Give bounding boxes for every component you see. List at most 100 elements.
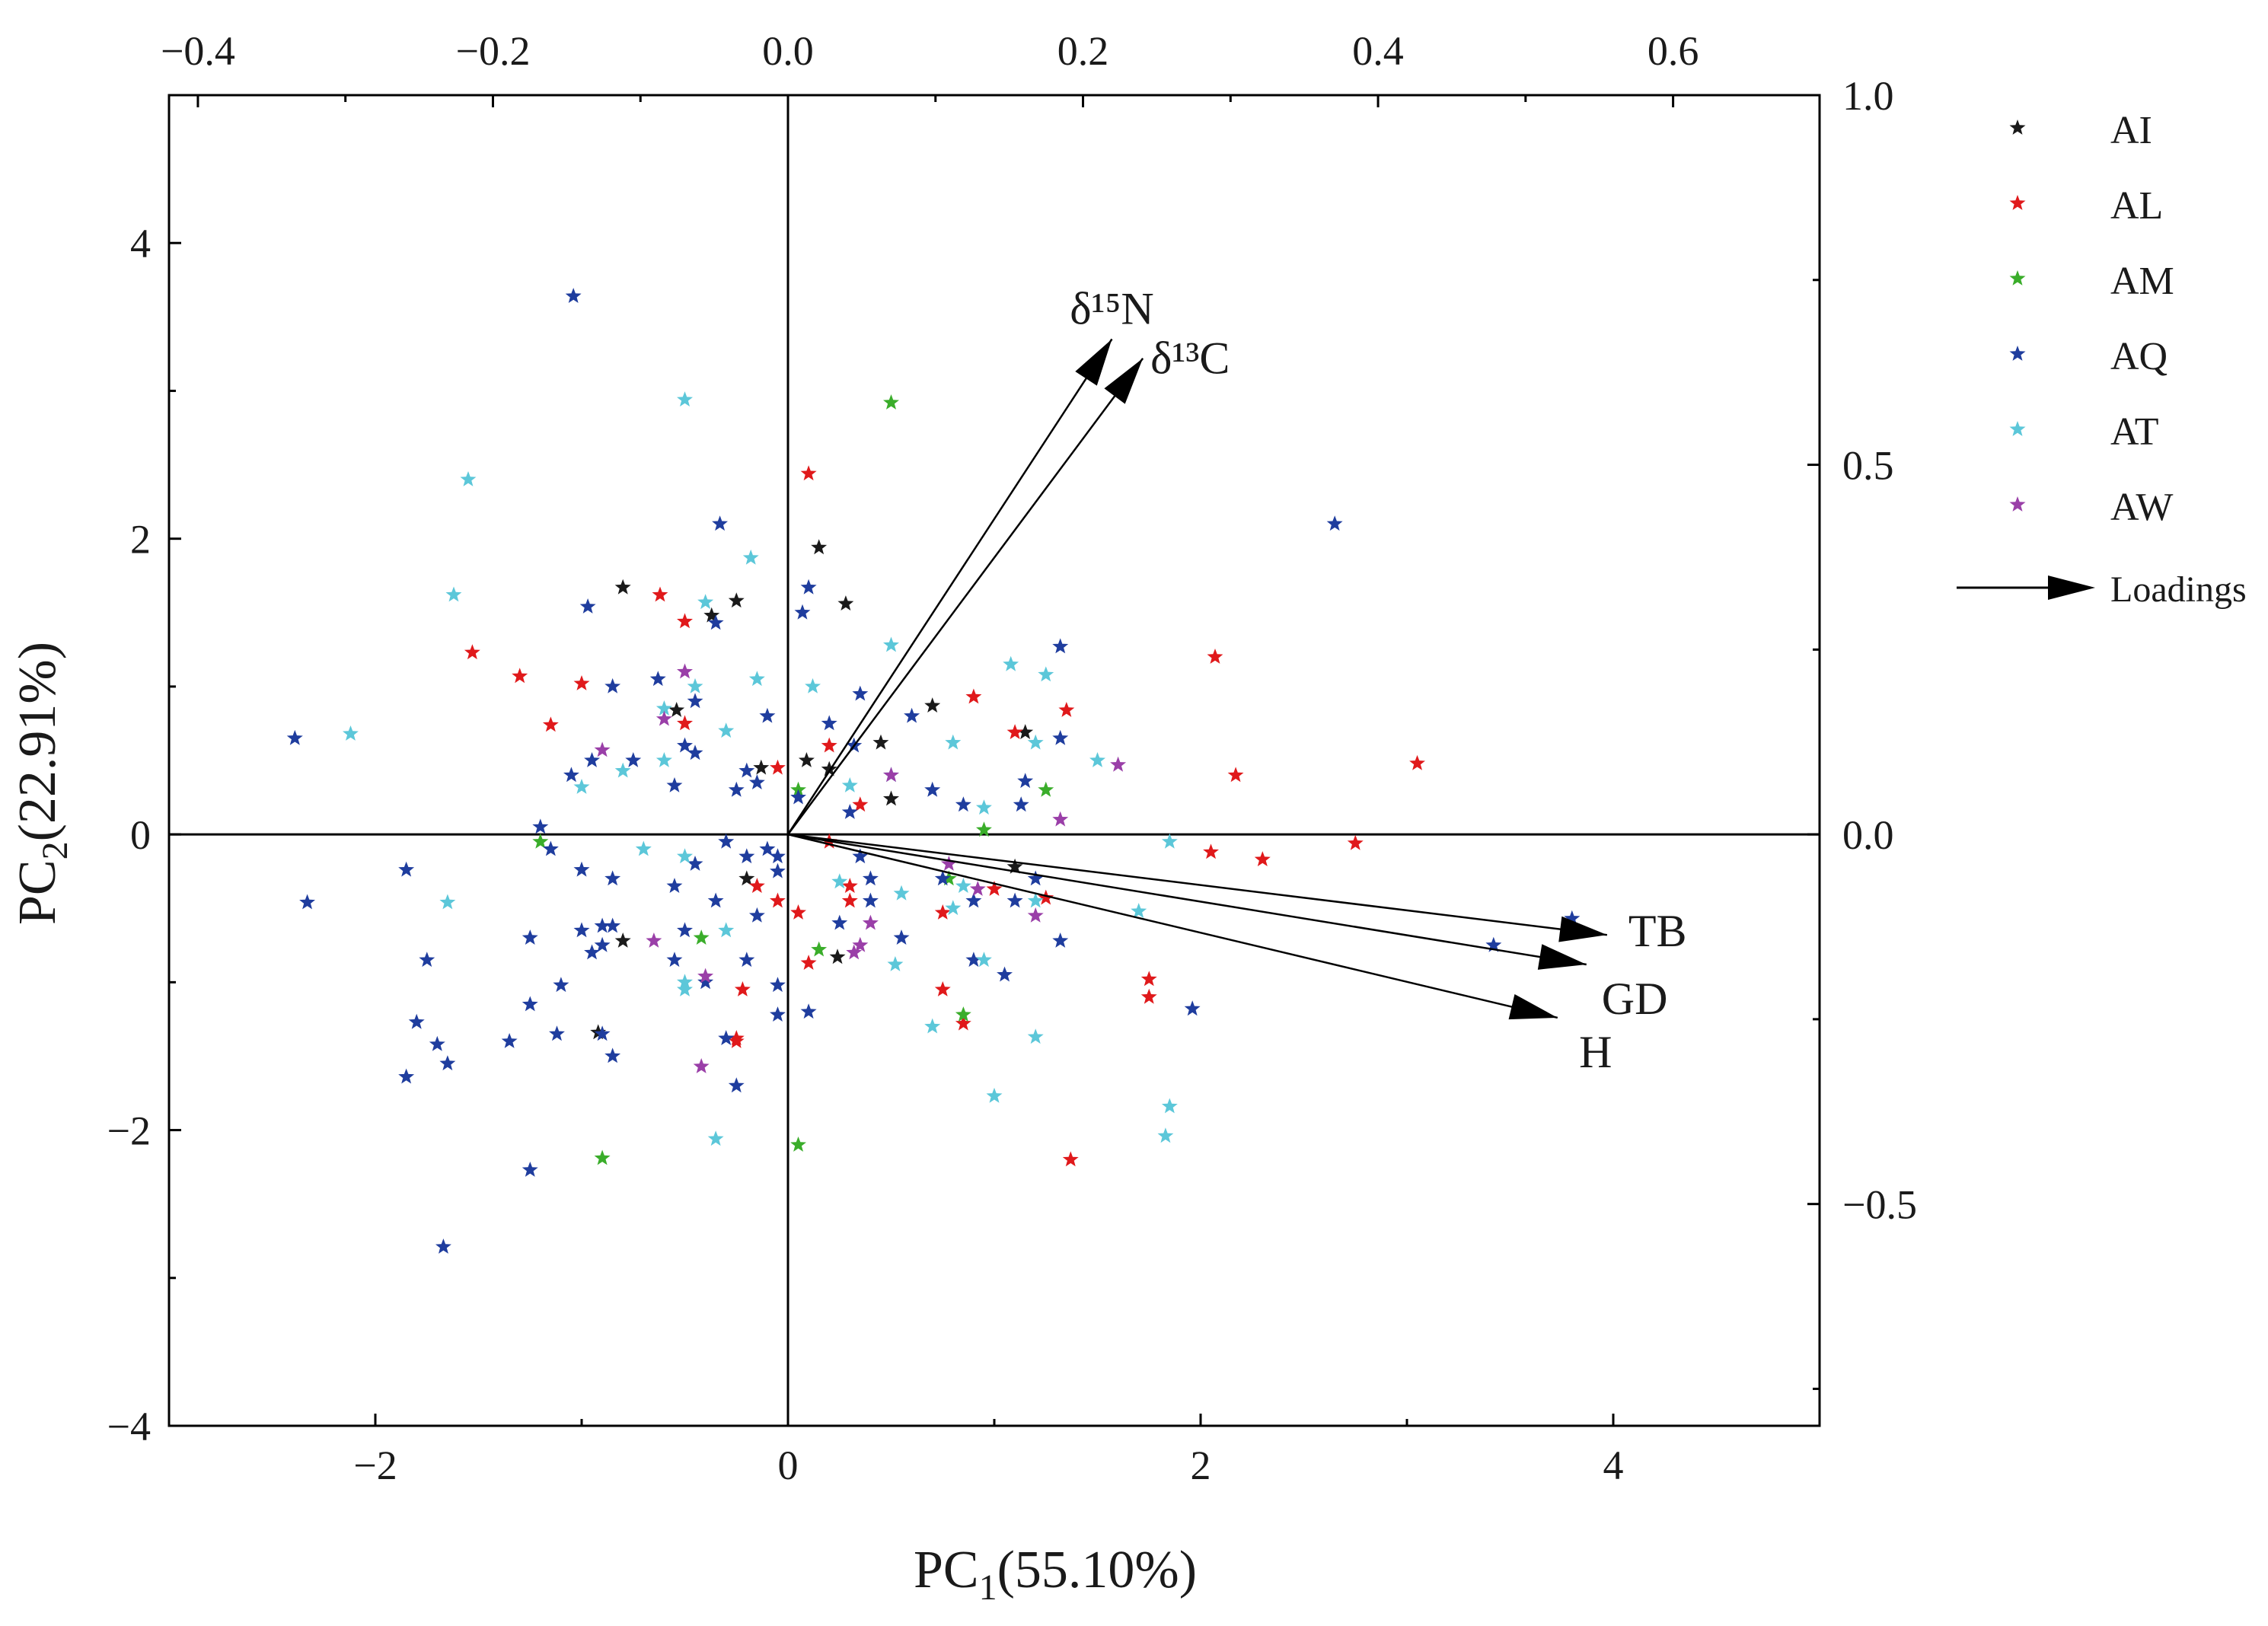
data-point-ai <box>728 592 745 608</box>
data-point-aq <box>1017 773 1034 789</box>
legend-marker-aq <box>2009 346 2026 361</box>
data-point-aq <box>1326 515 1343 531</box>
data-point-aq <box>1013 796 1029 812</box>
data-point-aq <box>748 774 765 789</box>
loading-line <box>787 833 1587 966</box>
data-point-at <box>1157 1127 1174 1143</box>
x-tick-label: 4 <box>1603 1443 1624 1488</box>
data-point-aq <box>549 1025 565 1041</box>
series-AM <box>532 394 1054 1165</box>
data-point-al <box>728 1033 745 1048</box>
data-point-ai <box>668 702 685 717</box>
data-point-at <box>1131 903 1147 918</box>
data-point-aw <box>594 741 611 757</box>
data-point-aq <box>666 777 683 792</box>
loading-arrowhead <box>1075 339 1112 386</box>
data-point-aq <box>712 515 728 531</box>
data-point-aq <box>286 729 303 745</box>
data-point-aq <box>794 604 811 620</box>
data-point-am <box>532 833 549 849</box>
data-point-at <box>707 1130 724 1146</box>
data-point-at <box>924 1018 941 1034</box>
right-tick-label: 0.5 <box>1842 443 1894 489</box>
data-point-aq <box>584 752 600 767</box>
data-point-aq <box>666 952 683 968</box>
data-point-aq <box>419 952 435 968</box>
data-point-al <box>1062 1151 1079 1167</box>
data-point-aq <box>852 685 869 701</box>
legend-loadings-arrowhead <box>2048 575 2095 600</box>
data-point-aq <box>625 752 642 767</box>
data-point-aw <box>846 944 863 960</box>
plot-frame <box>167 94 1821 1427</box>
legend-label-aw: AW <box>2110 486 2173 529</box>
data-point-at <box>986 1087 1003 1103</box>
data-point-aq <box>649 671 666 687</box>
data-point-aw <box>852 936 869 952</box>
data-point-aq <box>666 878 683 893</box>
data-point-aq <box>1006 892 1023 908</box>
data-point-aq <box>862 892 879 908</box>
data-point-aq <box>800 579 817 595</box>
data-point-al <box>1140 988 1157 1004</box>
data-point-aq <box>738 762 755 778</box>
data-point-aq <box>738 848 755 864</box>
data-point-al <box>512 668 528 684</box>
data-point-at <box>805 678 821 693</box>
data-point-aw <box>1052 811 1069 827</box>
loading-line <box>787 833 1558 1019</box>
data-point-aq <box>748 907 765 923</box>
data-point-aq <box>408 1013 425 1029</box>
data-point-al <box>1140 971 1157 987</box>
data-point-aq <box>997 966 1013 982</box>
data-point-al <box>770 892 786 908</box>
data-point-aw <box>656 710 672 726</box>
data-point-at <box>677 848 693 864</box>
data-point-aq <box>707 614 724 630</box>
data-point-aw <box>677 663 693 679</box>
y-tick-label: −2 <box>107 1108 151 1154</box>
loading-label: GD <box>1602 974 1668 1024</box>
data-point-aq <box>728 1077 745 1093</box>
x-tick-label: 2 <box>1191 1443 1211 1488</box>
data-point-am <box>1038 781 1054 797</box>
data-point-at <box>718 922 735 938</box>
data-point-at <box>1027 734 1044 750</box>
data-point-at <box>687 678 703 693</box>
data-point-aq <box>594 917 611 933</box>
data-point-am <box>883 394 899 410</box>
data-point-aq <box>862 870 879 886</box>
loading-label: TB <box>1628 906 1687 956</box>
data-point-ai <box>821 760 837 776</box>
data-point-aq <box>1485 936 1502 952</box>
data-point-aq <box>435 1239 451 1254</box>
data-point-al <box>1347 834 1364 850</box>
data-point-ai <box>703 607 720 623</box>
data-point-aq <box>1052 638 1069 654</box>
data-point-aq <box>522 996 538 1012</box>
loading-arrowhead <box>1558 916 1607 942</box>
top-tick-label: 0.0 <box>762 28 814 74</box>
legend-marker-at <box>2009 421 2026 436</box>
data-point-al <box>1203 843 1219 859</box>
data-point-aq <box>522 929 538 945</box>
data-point-aq <box>604 678 621 693</box>
data-point-at <box>343 725 359 741</box>
series-AI <box>590 539 1034 1040</box>
x-tick-label: −2 <box>353 1443 397 1488</box>
data-point-ai <box>614 933 631 948</box>
data-point-aq <box>1564 910 1581 926</box>
loading-label: δ¹⁵N <box>1070 283 1154 333</box>
data-point-aq <box>770 977 786 993</box>
data-point-am <box>811 941 828 957</box>
data-point-al <box>800 465 817 481</box>
loading-line <box>786 338 1113 835</box>
data-point-at <box>893 885 910 901</box>
data-point-al <box>965 688 982 704</box>
data-point-aw <box>697 968 714 984</box>
data-point-at <box>841 777 858 792</box>
data-point-aq <box>893 929 910 945</box>
legend-label-aq: AQ <box>2110 335 2168 378</box>
data-point-al <box>841 878 858 893</box>
